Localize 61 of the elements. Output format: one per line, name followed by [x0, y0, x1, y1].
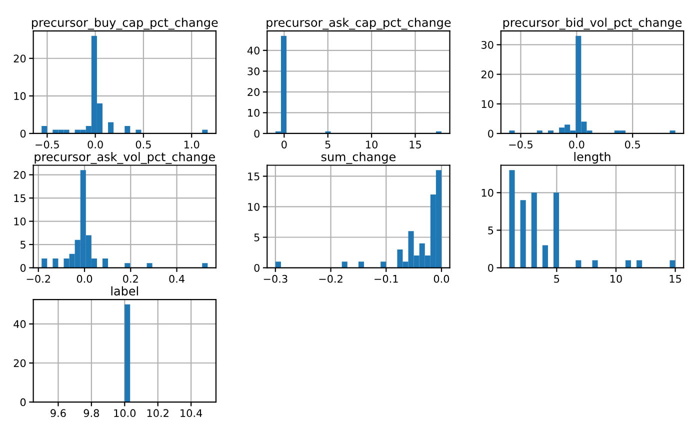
y-tick-label: 20 [14, 359, 26, 368]
y-tick-label: 5 [20, 240, 26, 249]
x-tick-label: −0.5 [36, 140, 59, 148]
y-tick-label: 10 [248, 202, 260, 211]
y-tick-label: 5 [488, 226, 494, 234]
y-tick-label: 20 [14, 171, 26, 179]
y-tick-label: 0 [20, 130, 26, 138]
x-tick-label: 0.0 [569, 140, 584, 148]
chart-title: precursor_bid_vol_pct_change [503, 18, 682, 30]
y-tick-label: 15 [248, 172, 260, 180]
chart-title: precursor_ask_vol_pct_change [34, 152, 215, 164]
y-tick-label: 0 [20, 264, 26, 272]
x-tick-label: 0.0 [88, 140, 103, 148]
x-tick-label: 10.0 [114, 409, 136, 418]
y-tick-label: 0 [488, 130, 494, 138]
y-tick-label: 20 [248, 88, 260, 96]
y-tick-label: 15 [14, 194, 26, 202]
x-tick-label: 15 [410, 140, 421, 148]
chart-title: length [574, 152, 610, 164]
y-tick-label: 0 [488, 264, 494, 272]
x-tick-label: −0.2 [26, 274, 50, 283]
x-tick-label: 0.5 [136, 140, 151, 148]
x-tick-label: 10 [366, 140, 378, 148]
chart-title: precursor_ask_cap_pct_change [266, 18, 451, 30]
y-tick-label: 20 [14, 54, 26, 62]
y-tick-label: 10 [482, 100, 494, 108]
y-tick-label: 30 [248, 67, 260, 76]
x-tick-label: 10.2 [147, 409, 168, 418]
y-tick-label: 0 [20, 398, 26, 406]
chart-title: label [111, 286, 138, 296]
x-tick-label: 5 [325, 140, 330, 148]
y-tick-label: 30 [482, 40, 494, 49]
x-tick-label: 15 [670, 275, 682, 283]
y-tick-label: 10 [248, 108, 260, 117]
x-tick-label: −0.1 [374, 274, 398, 283]
y-tick-label: 40 [14, 320, 26, 328]
y-tick-label: 0 [254, 130, 260, 138]
x-tick-label: −0.2 [319, 274, 342, 283]
x-tick-label: 5 [554, 275, 560, 283]
x-tick-label: 0.0 [434, 274, 450, 283]
x-tick-label: 9.8 [84, 409, 99, 418]
y-tick-label: 5 [254, 234, 260, 242]
y-tick-label: 0 [254, 264, 260, 272]
x-tick-label: 10.4 [180, 409, 202, 418]
chart-title: precursor_buy_cap_pct_change [32, 18, 218, 30]
y-tick-label: 10 [482, 188, 494, 197]
x-tick-label: 0.5 [624, 140, 640, 148]
x-tick-label: 9.6 [50, 409, 66, 418]
y-tick-label: 10 [14, 217, 26, 226]
x-tick-label: −0.5 [509, 140, 532, 148]
x-tick-label: 0.4 [169, 274, 184, 283]
y-tick-label: 20 [481, 70, 494, 78]
y-tick-label: 10 [14, 92, 26, 100]
y-tick-label: 40 [247, 46, 260, 54]
x-tick-label: 0 [282, 140, 287, 148]
x-tick-label: 0.0 [76, 274, 92, 283]
x-tick-label: 10 [610, 274, 622, 283]
chart-title: sum_change [321, 152, 396, 164]
x-tick-label: 1.0 [184, 140, 200, 148]
x-tick-label: 0.2 [123, 274, 138, 283]
x-tick-label: −0.3 [264, 274, 288, 283]
